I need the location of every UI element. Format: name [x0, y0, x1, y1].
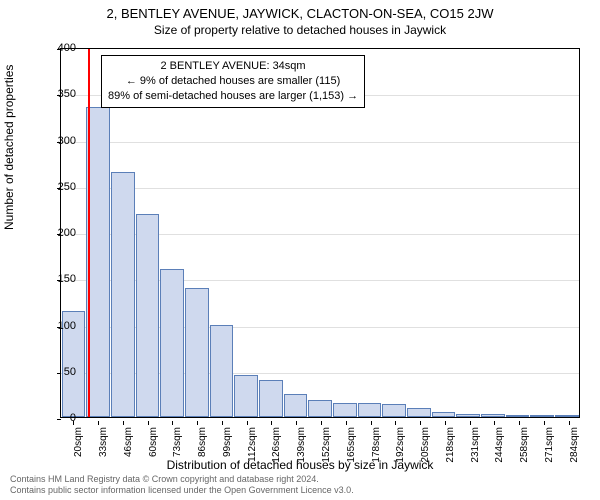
xtick-label: 73sqm: [172, 427, 183, 457]
xtick-label: 60sqm: [148, 427, 159, 457]
histogram-bar: [333, 403, 357, 417]
xtick-label: 46sqm: [123, 427, 134, 457]
chart-container: 2, BENTLEY AVENUE, JAYWICK, CLACTON-ON-S…: [0, 0, 600, 500]
ytick-label: 200: [58, 227, 76, 239]
xtick-label: 33sqm: [98, 427, 109, 457]
histogram-bar: [160, 269, 184, 417]
page-title: 2, BENTLEY AVENUE, JAYWICK, CLACTON-ON-S…: [0, 0, 600, 21]
x-axis-label: Distribution of detached houses by size …: [0, 458, 600, 472]
footer-line-2: Contains public sector information licen…: [10, 485, 354, 496]
xtick-mark: [371, 421, 372, 425]
xtick-mark: [296, 421, 297, 425]
histogram-bar: [432, 412, 456, 417]
histogram-bar: [308, 400, 332, 417]
histogram-bar: [481, 414, 505, 417]
annotation-line-1: 2 BENTLEY AVENUE: 34sqm: [108, 59, 358, 74]
xtick-mark: [494, 421, 495, 425]
xtick-mark: [321, 421, 322, 425]
subtitle: Size of property relative to detached ho…: [0, 21, 600, 37]
histogram-bar: [456, 414, 480, 417]
xtick-label: 20sqm: [73, 427, 84, 457]
y-axis-label: Number of detached properties: [2, 65, 16, 230]
annotation-line-3: 89% of semi-detached houses are larger (…: [108, 89, 358, 104]
xtick-mark: [544, 421, 545, 425]
xtick-mark: [123, 421, 124, 425]
ytick-label: 350: [58, 88, 76, 100]
histogram-bar: [358, 403, 382, 417]
ytick-label: 50: [64, 366, 76, 378]
histogram-bar: [555, 415, 579, 417]
chart-area: 2 BENTLEY AVENUE: 34sqm ← 9% of detached…: [60, 48, 580, 418]
footer: Contains HM Land Registry data © Crown c…: [10, 474, 354, 496]
xtick-mark: [172, 421, 173, 425]
ytick-label: 400: [58, 42, 76, 54]
histogram-bar: [111, 172, 135, 417]
xtick-label: 112sqm: [247, 427, 258, 462]
xtick-mark: [420, 421, 421, 425]
plot-area: 2 BENTLEY AVENUE: 34sqm ← 9% of detached…: [60, 48, 580, 418]
histogram-bar: [210, 325, 234, 418]
xtick-mark: [247, 421, 248, 425]
xtick-mark: [346, 421, 347, 425]
histogram-bar: [506, 415, 530, 417]
footer-line-1: Contains HM Land Registry data © Crown c…: [10, 474, 354, 485]
histogram-bar: [407, 408, 431, 417]
annotation-line-2: ← 9% of detached houses are smaller (115…: [108, 74, 358, 89]
ytick-label: 100: [58, 320, 76, 332]
histogram-bar: [382, 404, 406, 417]
ytick-label: 300: [58, 135, 76, 147]
annotation-box: 2 BENTLEY AVENUE: 34sqm ← 9% of detached…: [101, 55, 365, 108]
histogram-bar: [284, 394, 308, 417]
ytick-label: 0: [70, 412, 76, 424]
ytick-label: 150: [58, 273, 76, 285]
property-marker-line: [88, 49, 90, 417]
xtick-mark: [98, 421, 99, 425]
ytick-mark: [57, 419, 61, 420]
xtick-mark: [395, 421, 396, 425]
xtick-mark: [271, 421, 272, 425]
xtick-label: 99sqm: [222, 427, 233, 457]
xtick-mark: [470, 421, 471, 425]
histogram-bar: [185, 288, 209, 418]
xtick-mark: [519, 421, 520, 425]
xtick-label: 86sqm: [197, 427, 208, 457]
xtick-mark: [148, 421, 149, 425]
xtick-mark: [569, 421, 570, 425]
xtick-mark: [222, 421, 223, 425]
xtick-mark: [197, 421, 198, 425]
histogram-bar: [234, 375, 258, 417]
histogram-bar: [530, 415, 554, 417]
histogram-bar: [136, 214, 160, 418]
histogram-bar: [259, 380, 283, 417]
xtick-mark: [445, 421, 446, 425]
ytick-label: 250: [58, 181, 76, 193]
